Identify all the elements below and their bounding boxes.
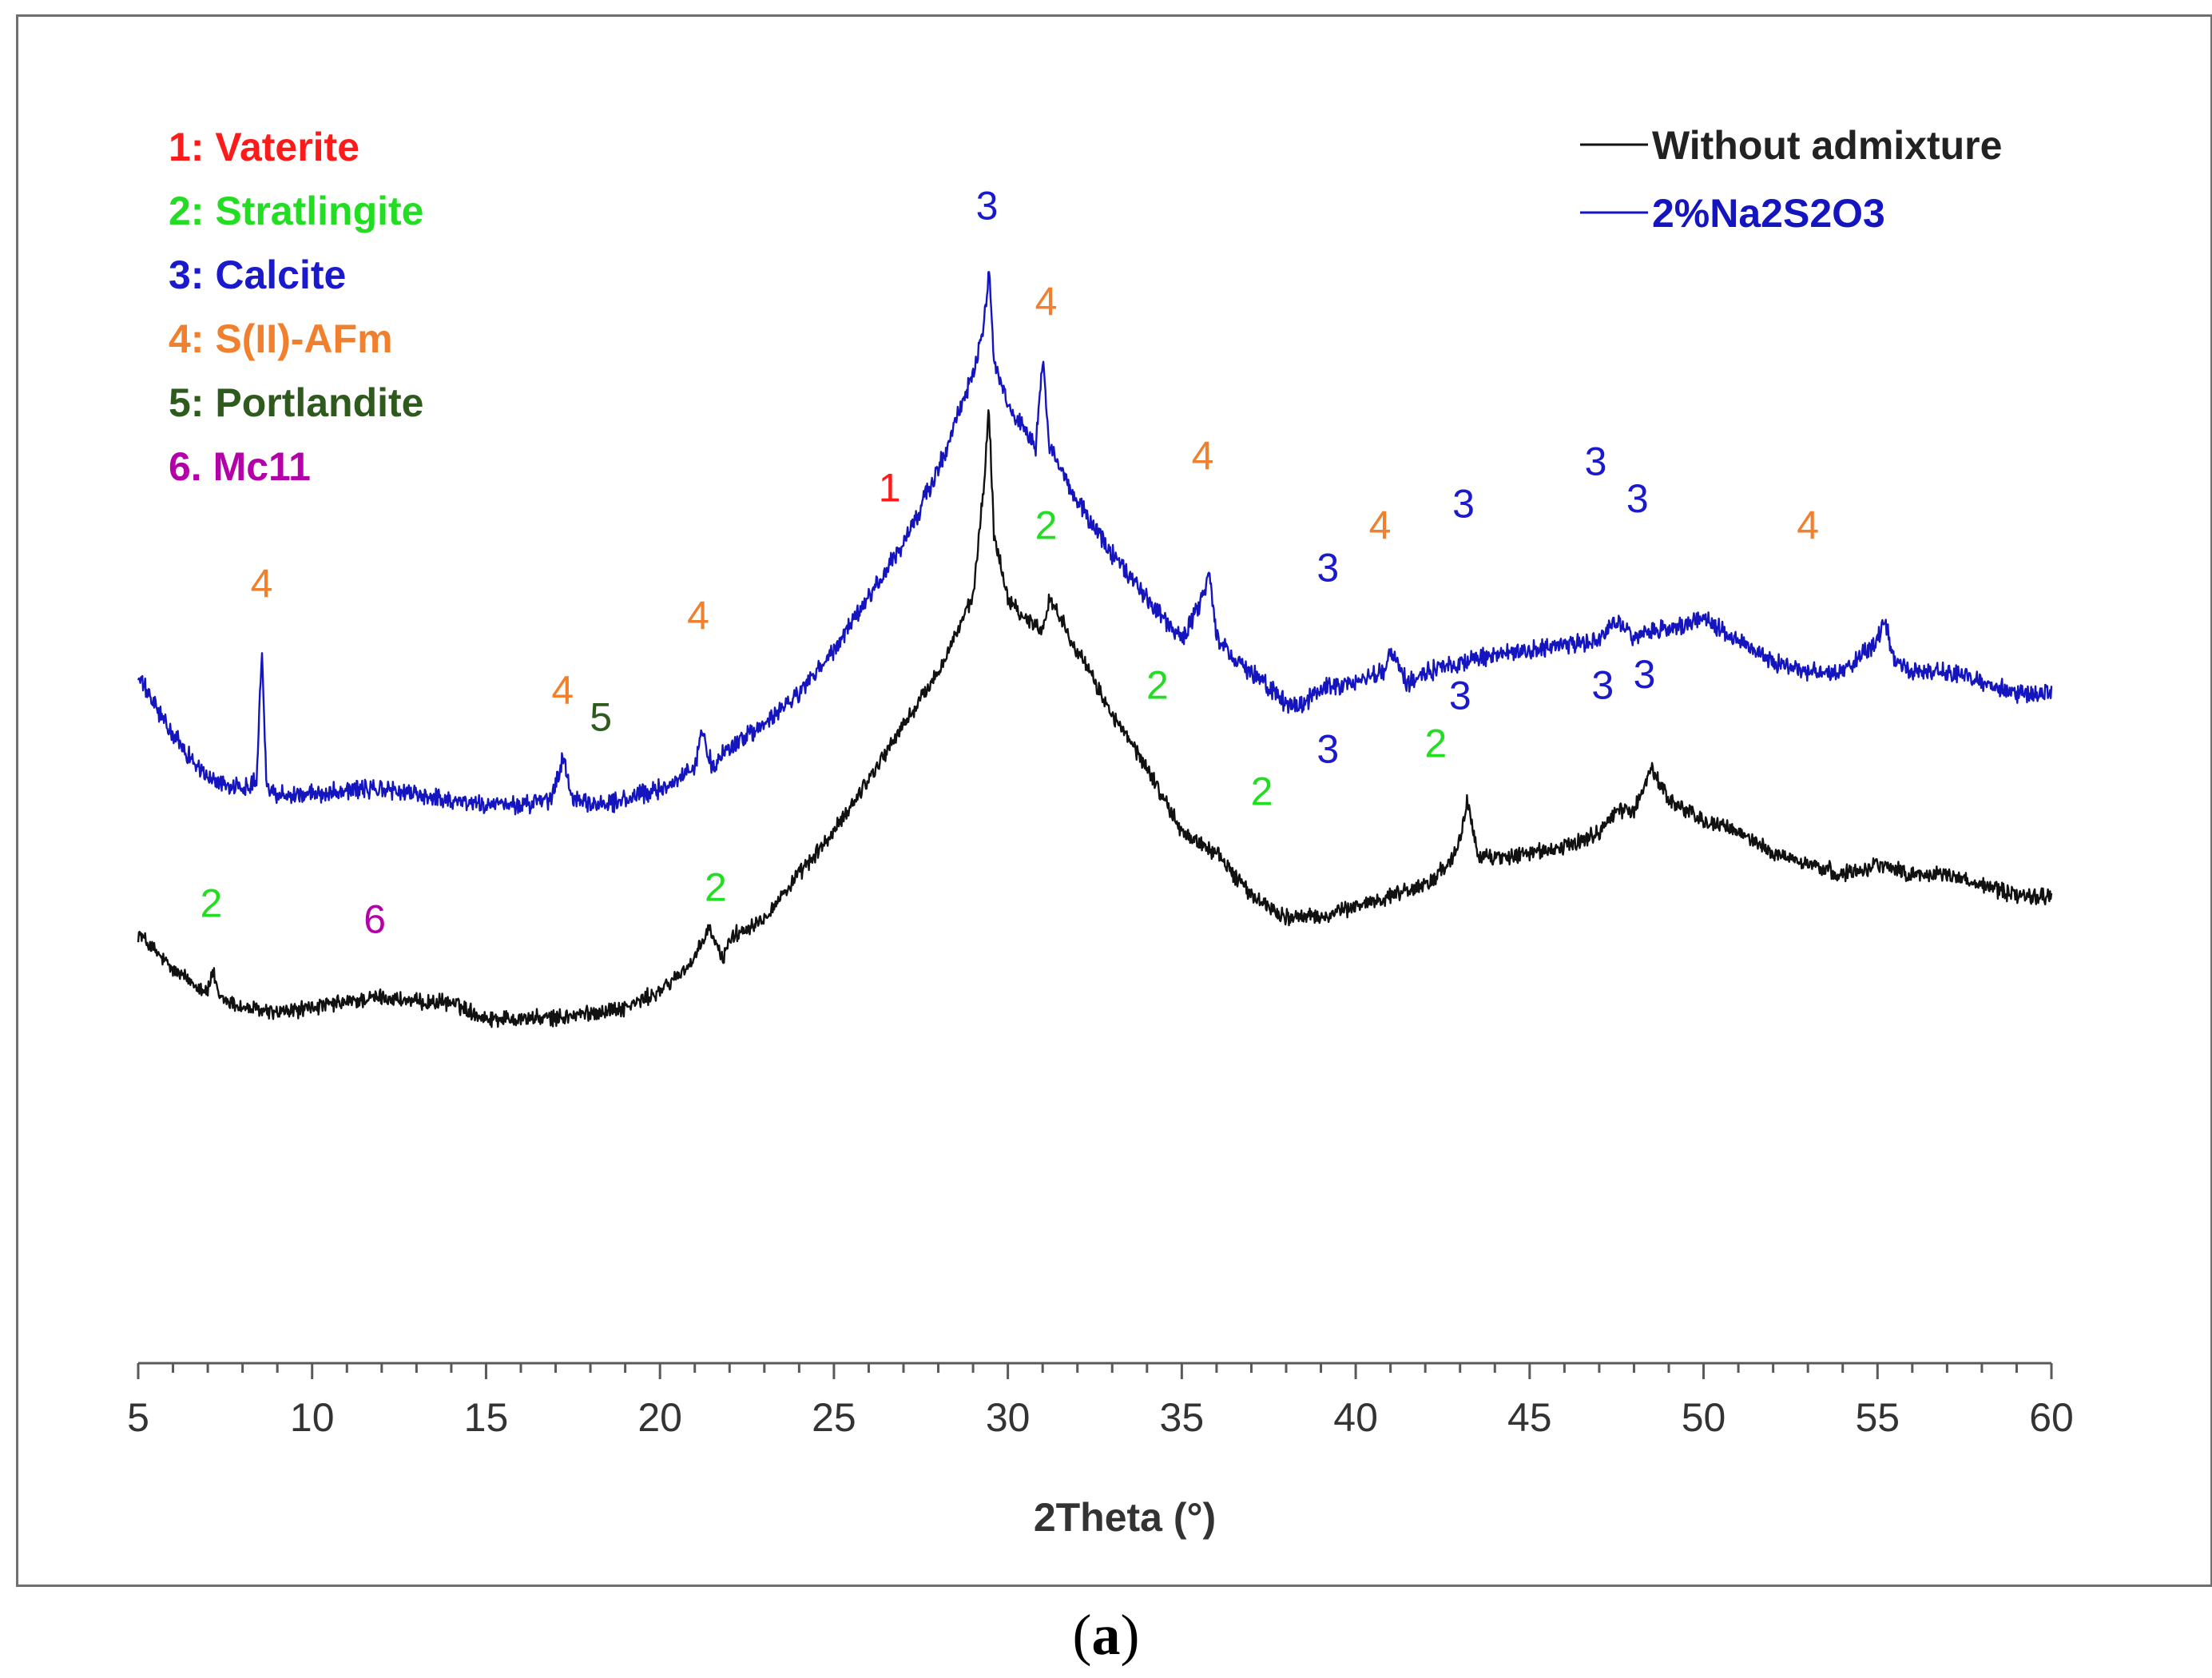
peak-label: 2: [1146, 662, 1169, 707]
x-tick-label: 45: [1507, 1395, 1552, 1440]
x-axis-title: 2Theta (°): [1034, 1495, 1216, 1540]
peak-label: 3: [1449, 674, 1471, 718]
x-tick-label: 25: [812, 1395, 856, 1440]
x-tick-label: 30: [986, 1395, 1031, 1440]
caption-close: ): [1120, 1603, 1140, 1667]
peak-label: 4: [1369, 503, 1392, 547]
legend-label: Without admixture: [1652, 123, 2002, 168]
series-layer: [137, 271, 2053, 1028]
peak-label: 4: [1035, 279, 1058, 324]
series-line-2: [137, 271, 2053, 816]
legend: Without admixture 2%Na2S2O3: [1580, 123, 2002, 236]
series-line-1: [137, 409, 2053, 1028]
peak-label: 4: [551, 668, 574, 713]
peak-label: 2: [1035, 503, 1058, 547]
x-tick-label: 55: [1855, 1395, 1900, 1440]
peak-label: 3: [1452, 482, 1475, 527]
x-tick-label: 15: [464, 1395, 509, 1440]
peak-label: 2: [1251, 769, 1273, 814]
phase-key: 1: Vaterite 2: Stratlingite 3: Calcite 4: S…: [169, 125, 423, 489]
peak-label: 4: [1192, 434, 1214, 479]
phase-key-item: 5: Portlandite: [169, 380, 423, 425]
peak-label: 4: [1797, 503, 1819, 547]
peak-label: 5: [590, 694, 612, 739]
x-tick-label: 5: [127, 1395, 149, 1440]
peak-label: 2: [1424, 722, 1447, 766]
x-axis: 5 10 15 20 25 30 35 40 45 50 55 60: [127, 1362, 2074, 1440]
peak-label: 4: [687, 594, 709, 638]
phase-key-item: 4: S(II)-AFm: [169, 316, 393, 361]
peak-label: 3: [976, 183, 999, 228]
x-tick-label: 35: [1160, 1395, 1205, 1440]
x-tick-label: 60: [2029, 1395, 2074, 1440]
x-tick-label: 20: [637, 1395, 682, 1440]
phase-key-item: 3: Calcite: [169, 252, 346, 297]
phase-key-item: 6. Mc11: [169, 444, 311, 489]
phase-key-item: 1: Vaterite: [169, 125, 359, 169]
peak-label: 3: [1591, 662, 1614, 707]
caption-open: (: [1072, 1603, 1092, 1667]
phase-key-item: 2: Stratlingite: [169, 189, 423, 233]
legend-label: 2%Na2S2O3: [1652, 191, 1885, 236]
peak-label: 3: [1585, 439, 1607, 483]
peak-label: 2: [705, 865, 727, 910]
peak-label: 3: [1316, 726, 1339, 771]
caption-label: a: [1091, 1603, 1121, 1667]
peak-label: 6: [363, 897, 386, 942]
x-tick-label: 50: [1682, 1395, 1726, 1440]
peak-label: 3: [1626, 476, 1649, 521]
peak-label: 2: [201, 881, 223, 926]
x-tick-label: 10: [290, 1395, 335, 1440]
figure-caption: (a): [0, 1602, 2212, 1668]
peak-label: 1: [879, 466, 901, 511]
peak-label: 3: [1316, 546, 1339, 590]
x-tick-label: 40: [1333, 1395, 1378, 1440]
peak-label: 4: [251, 562, 273, 606]
peak-label: 3: [1634, 652, 1656, 697]
